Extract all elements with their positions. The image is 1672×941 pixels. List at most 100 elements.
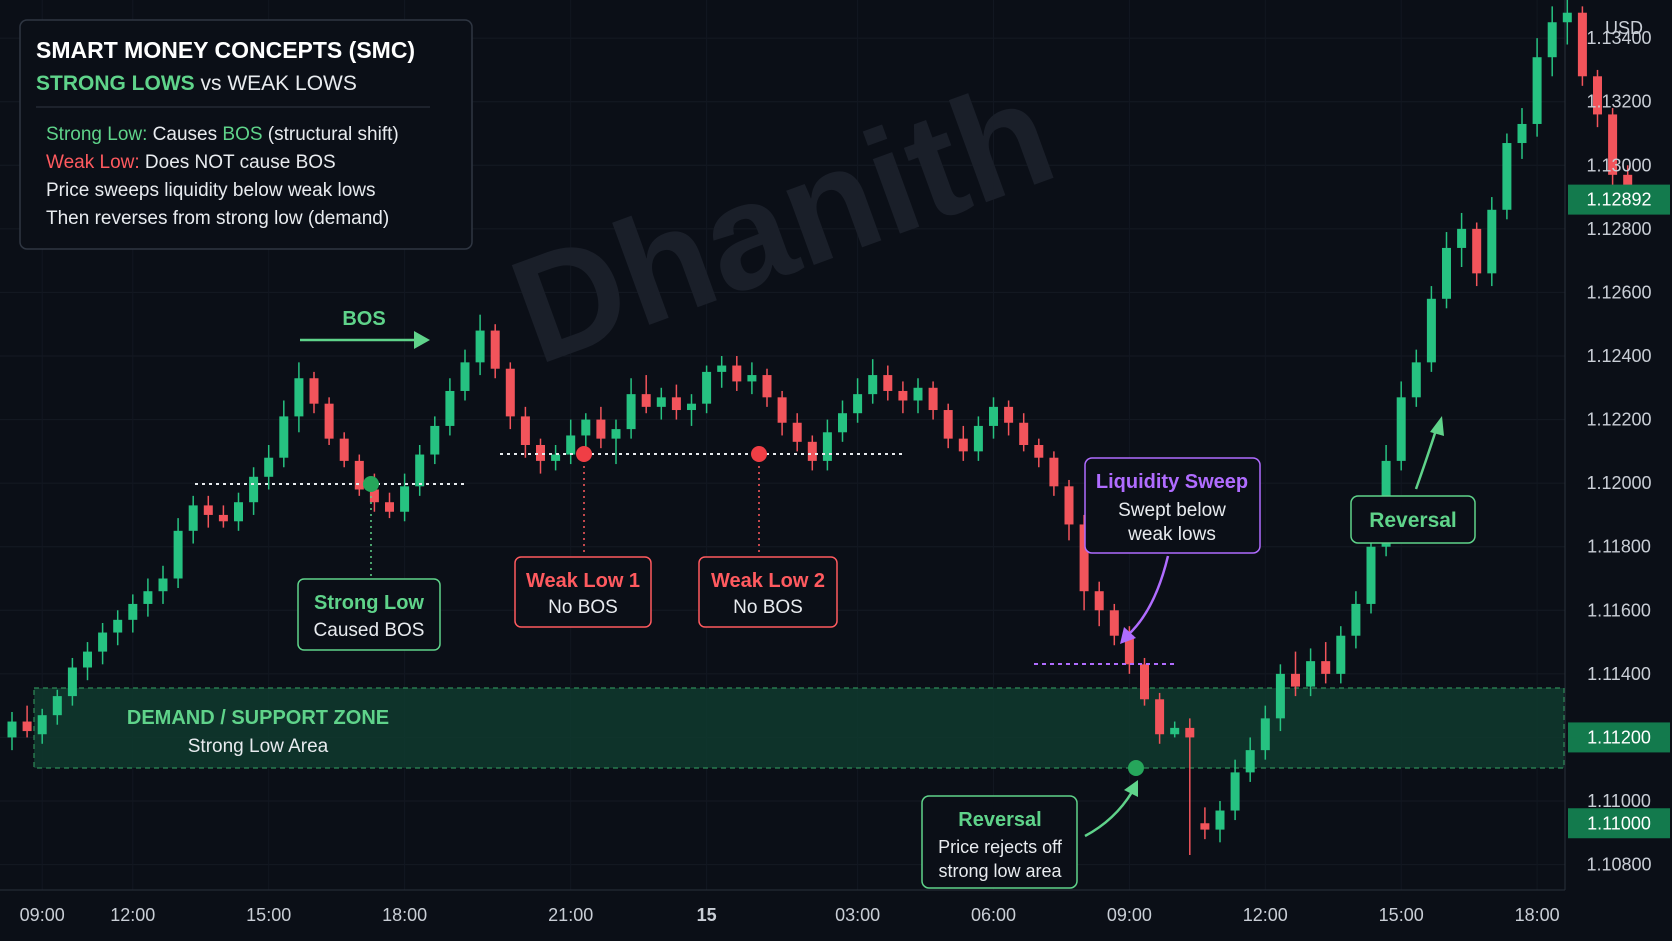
reversal-right-label: Reversal (1369, 509, 1457, 532)
strong-low-box (297, 578, 441, 651)
candle-body (1124, 635, 1134, 665)
strong-low-title: Strong Low (314, 592, 424, 614)
time-tick-label: 06:00 (971, 905, 1016, 925)
strong-low-marker (363, 476, 379, 492)
candle-body (1079, 524, 1089, 592)
price-tag-box (1568, 722, 1670, 753)
legend-strong-b: (structural shift) (263, 124, 399, 145)
candle-body (385, 502, 394, 512)
candle-body (279, 416, 289, 458)
reversal-low-box (921, 795, 1078, 889)
price-tick-label: 1.10800 (1586, 855, 1651, 875)
sweep-arrow-head (1120, 627, 1136, 644)
candle-body (551, 454, 561, 461)
weak-low-2-subtitle: No BOS (733, 597, 803, 618)
candle-body (928, 387, 938, 411)
legend-line-sweep: Price sweeps liquidity below weak lows (46, 180, 375, 201)
legend-line-reverse: Then reverses from strong low (demand) (46, 208, 389, 229)
candle-body (1215, 810, 1225, 830)
candle-body (1140, 664, 1149, 700)
legend-strong-key: Strong Low: (46, 124, 147, 145)
price-tick-label: 1.12600 (1586, 282, 1651, 302)
candle-body (1155, 699, 1165, 735)
candle-body (777, 397, 787, 423)
candle-body (22, 721, 32, 732)
candle-body (732, 365, 742, 382)
liquidity-sweep-line2: weak lows (1127, 524, 1216, 545)
candle-body (520, 416, 530, 445)
candle-body (958, 438, 968, 452)
candle-body (807, 441, 817, 461)
candle-body (1426, 298, 1436, 363)
reversal-low-title: Reversal (958, 809, 1041, 831)
candle-body (7, 721, 17, 738)
legend-strong-a: Causes (147, 124, 222, 145)
candle-body (1593, 76, 1602, 115)
time-tick-label: 09:00 (20, 905, 65, 925)
candle-body (1562, 12, 1572, 23)
candle-body (1049, 457, 1059, 487)
legend-strong-bos: BOS (222, 124, 262, 145)
candle-body (1260, 718, 1270, 751)
reversal-low-arrow-line (1084, 791, 1134, 838)
candle-body (1245, 750, 1255, 773)
candle-body (1472, 228, 1482, 274)
weak-low-1-title: Weak Low 1 (526, 570, 640, 592)
candle-body (249, 476, 259, 503)
candle-body (641, 394, 651, 407)
candle-body (415, 454, 425, 487)
price-tag-box (1568, 184, 1670, 215)
time-tick-label: 12:00 (110, 905, 155, 925)
time-tick-label: 03:00 (835, 905, 880, 925)
candle-body (1306, 661, 1316, 687)
time-tick-label: 18:00 (1515, 905, 1560, 925)
candle-body (1577, 12, 1587, 77)
candle-body (1064, 486, 1074, 525)
candle-body (1170, 727, 1180, 735)
candle-body (339, 438, 349, 461)
bos-arrow-head (414, 331, 430, 349)
legend-line-weak: Weak Low: Does NOT cause BOS (46, 152, 336, 173)
candle-body (1502, 143, 1512, 210)
candle-body (1457, 228, 1467, 248)
candle-body (1532, 57, 1542, 124)
weak-low-1-marker (576, 446, 592, 462)
weak-low-2-title: Weak Low 2 (711, 570, 825, 592)
candle-body (369, 489, 379, 503)
candle-body (853, 394, 863, 414)
candle-body (1230, 772, 1240, 811)
candle-body (1275, 673, 1285, 719)
reversal-right-box (1350, 495, 1476, 544)
reversal-low-arrow-head (1124, 780, 1138, 797)
candle-body (354, 460, 364, 490)
price-tag-label: 1.11000 (1587, 813, 1651, 833)
candle-body (687, 403, 696, 411)
candle-body (1109, 610, 1119, 636)
time-tick-label: 15:00 (246, 905, 291, 925)
candle-body (973, 425, 983, 452)
candle-body (158, 578, 168, 592)
candle-body (203, 505, 213, 515)
weak-low-1-box (514, 556, 652, 628)
candle-body (98, 632, 108, 652)
candle-body (505, 368, 515, 417)
candle-body (1442, 247, 1451, 299)
price-tick-label: 1.12000 (1586, 473, 1651, 493)
price-tick-label: 1.13400 (1586, 28, 1651, 48)
candle-body (67, 667, 77, 697)
candle-body (143, 591, 153, 604)
liquidity-sweep-line1: Swept below (1118, 500, 1226, 521)
price-tick-label: 1.12200 (1586, 410, 1651, 430)
liquidity-sweep-title: Liquidity Sweep (1096, 471, 1248, 493)
candle-body (37, 715, 47, 735)
price-tick-label: 1.13200 (1586, 92, 1651, 112)
weak-low-2-marker (751, 446, 767, 462)
price-tick-label: 1.11400 (1587, 664, 1651, 684)
candle-body (1396, 397, 1406, 461)
strong-low-subtitle: Caused BOS (314, 620, 425, 641)
candle-body (1200, 823, 1210, 830)
candle-body (1291, 673, 1300, 687)
weak-low-1-subtitle: No BOS (548, 597, 618, 618)
reversal-low-line2: strong low area (938, 861, 1062, 881)
candle-body (475, 330, 485, 363)
